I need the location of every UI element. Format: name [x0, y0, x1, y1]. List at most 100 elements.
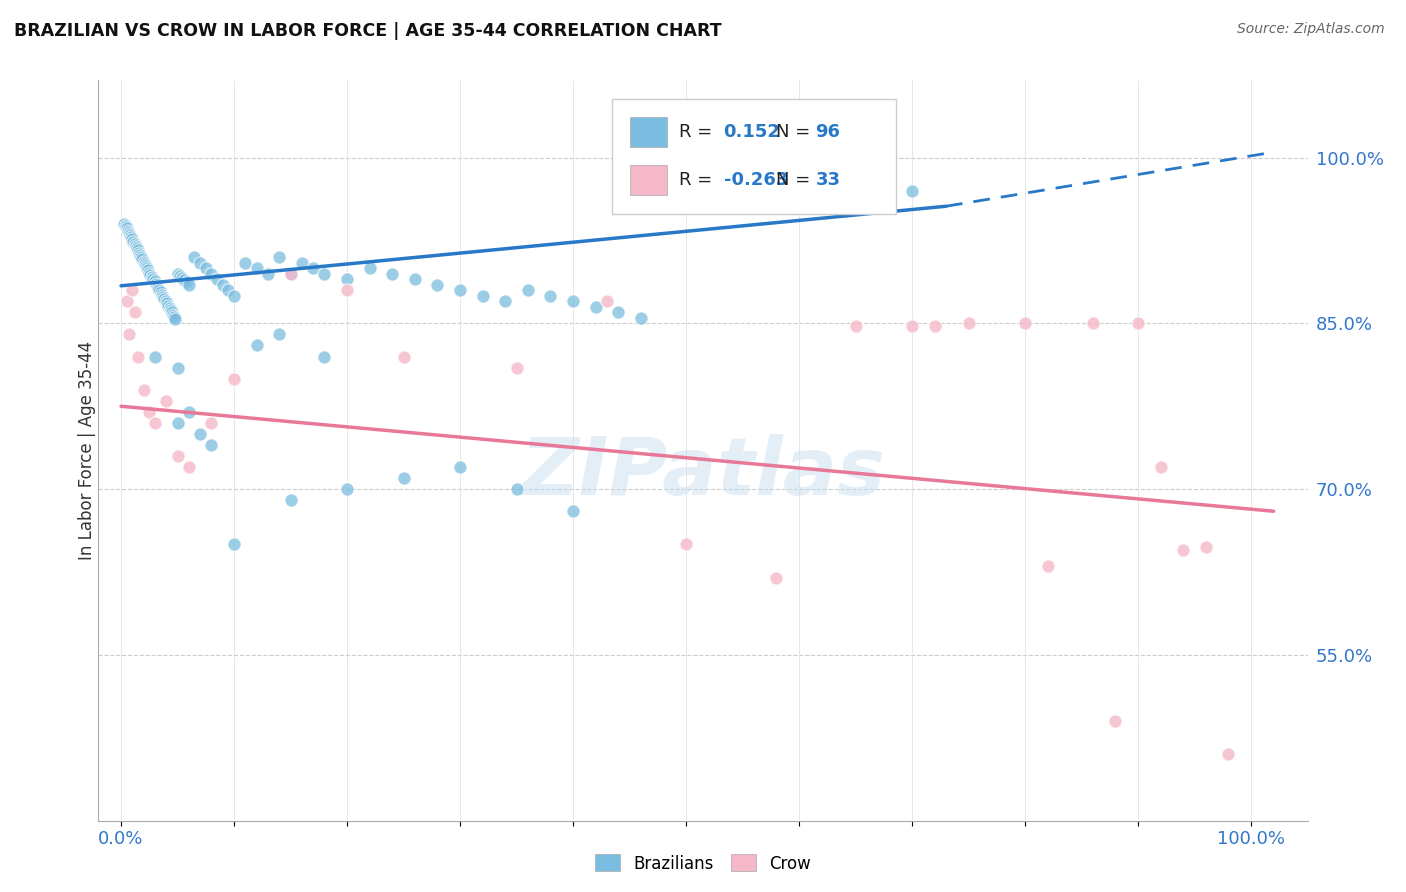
Legend: Brazilians, Crow: Brazilians, Crow — [589, 847, 817, 880]
Point — [426, 277, 449, 292]
Point — [173, 273, 195, 287]
Point — [845, 318, 868, 333]
Point — [138, 405, 160, 419]
Point — [562, 504, 585, 518]
Text: 33: 33 — [815, 171, 841, 189]
Point — [291, 255, 314, 269]
Point — [596, 294, 619, 309]
Point — [166, 416, 188, 430]
Point — [127, 350, 149, 364]
Point — [269, 327, 291, 342]
Point — [162, 308, 184, 322]
Point — [1150, 460, 1173, 475]
Point — [257, 267, 280, 281]
Point — [153, 292, 176, 306]
Point — [516, 283, 538, 297]
Point — [280, 267, 302, 281]
Point — [112, 217, 135, 231]
Bar — [630, 165, 666, 195]
Point — [381, 267, 404, 281]
Point — [122, 235, 145, 249]
Point — [148, 283, 170, 297]
Point — [505, 360, 527, 375]
Text: 0.152: 0.152 — [724, 123, 780, 141]
Point — [118, 327, 141, 342]
Point — [120, 230, 142, 244]
Point — [145, 277, 167, 291]
Point — [121, 232, 143, 246]
Point — [200, 438, 222, 452]
Point — [136, 261, 159, 276]
Point — [280, 493, 302, 508]
Bar — [630, 118, 666, 147]
Point — [200, 416, 222, 430]
Text: Source: ZipAtlas.com: Source: ZipAtlas.com — [1237, 22, 1385, 37]
Point — [159, 301, 181, 315]
Point — [177, 405, 200, 419]
Point — [188, 426, 211, 441]
Point — [128, 245, 150, 260]
Point — [222, 371, 245, 385]
Point — [143, 416, 166, 430]
Point — [449, 283, 471, 297]
Point — [115, 221, 138, 235]
Point — [1218, 747, 1240, 762]
Point — [222, 537, 245, 551]
Point — [188, 255, 211, 269]
Point — [471, 289, 494, 303]
Point — [392, 471, 415, 485]
Point — [233, 255, 256, 269]
Point — [1173, 542, 1195, 557]
Point — [901, 184, 924, 198]
Point — [160, 305, 183, 319]
Point — [132, 254, 155, 268]
Point — [675, 537, 697, 551]
Point — [135, 259, 157, 273]
Point — [562, 294, 585, 309]
Point — [217, 283, 239, 297]
Point — [149, 285, 172, 300]
Point — [901, 318, 924, 333]
Point — [155, 294, 177, 309]
Point — [336, 482, 359, 496]
Text: BRAZILIAN VS CROW IN LABOR FORCE | AGE 35-44 CORRELATION CHART: BRAZILIAN VS CROW IN LABOR FORCE | AGE 3… — [14, 22, 721, 40]
Text: -0.263: -0.263 — [724, 171, 787, 189]
Text: R =: R = — [679, 171, 718, 189]
Point — [336, 283, 359, 297]
Point — [314, 267, 336, 281]
Point — [152, 290, 174, 304]
Point — [121, 283, 143, 297]
Point — [494, 294, 516, 309]
Y-axis label: In Labor Force | Age 35-44: In Labor Force | Age 35-44 — [79, 341, 96, 560]
Point — [146, 278, 169, 293]
Text: N =: N = — [776, 171, 815, 189]
Point — [630, 310, 652, 325]
Point — [138, 266, 160, 280]
Point — [765, 570, 787, 584]
Point — [120, 227, 142, 242]
Point — [139, 268, 162, 282]
Point — [163, 310, 186, 324]
Point — [131, 252, 153, 267]
Point — [302, 261, 325, 276]
Point — [183, 250, 205, 264]
Text: ZIPatlas: ZIPatlas — [520, 434, 886, 512]
Point — [1081, 317, 1104, 331]
Point — [166, 360, 188, 375]
Point — [538, 289, 561, 303]
Point — [159, 303, 181, 318]
Text: R =: R = — [679, 123, 718, 141]
Point — [404, 272, 426, 286]
Point — [124, 236, 146, 251]
Point — [132, 383, 155, 397]
Point — [150, 287, 173, 301]
Point — [115, 294, 138, 309]
Point — [194, 261, 217, 276]
Point — [200, 267, 222, 281]
Point — [607, 305, 630, 319]
Point — [125, 239, 148, 253]
Point — [280, 267, 302, 281]
Text: N =: N = — [776, 123, 815, 141]
Point — [125, 241, 148, 255]
Point — [1036, 559, 1059, 574]
